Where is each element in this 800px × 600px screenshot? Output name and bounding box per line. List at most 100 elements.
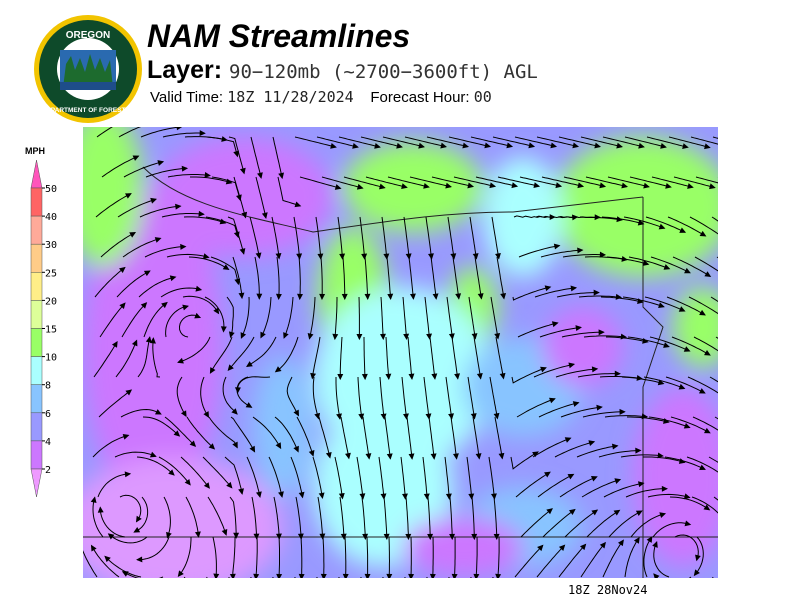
streamline-arrowhead [396,142,403,149]
streamline [514,136,557,147]
streamline-arrowhead [577,182,585,189]
streamline [178,314,201,338]
streamline [578,295,621,298]
streamline [475,536,478,578]
streamline [598,450,641,458]
streamline [222,376,238,415]
streamline [236,376,271,393]
streamline-arrowhead [403,333,410,340]
legend-top-arrow [30,159,43,189]
streamline [116,270,150,298]
streamline-arrowhead [365,453,372,460]
streamline [645,216,686,233]
streamline [339,336,343,380]
layer-value: 90−120mb (~2700−3600ft) AGL [229,61,538,83]
streamline-arrowhead [657,379,665,386]
streamline [232,537,236,578]
streamline [160,287,202,298]
streamline [539,326,581,338]
streamline [511,367,546,384]
streamline [134,496,149,533]
streamline [518,245,560,258]
streamline-arrowhead [646,536,653,543]
streamline-arrowhead [234,278,241,286]
streamline [104,556,142,578]
streamline [337,216,343,259]
streamline-arrowhead [356,333,363,341]
streamline [92,434,129,458]
streamline [429,336,436,379]
streamline [246,456,261,498]
streamline [161,213,204,218]
streamline [564,509,598,538]
streamline-arrowhead [379,183,386,190]
streamline [338,136,380,148]
streamline [473,336,482,379]
streamline-arrowhead [657,452,664,459]
streamline [381,216,388,259]
streamline [83,550,98,578]
streamline [136,456,175,476]
streamline-arrowhead [660,143,667,149]
streamline [274,416,299,452]
streamline-arrowhead [577,247,584,254]
streamline-arrowhead [511,182,519,189]
streamline [629,176,671,188]
streamline-arrowhead [572,401,580,407]
streamline-arrowhead [380,493,387,500]
streamline [561,331,604,338]
streamline-arrowhead [226,481,233,489]
streamline-arrowhead [209,367,216,374]
streamline-arrowhead [408,373,415,380]
streamline [268,456,283,497]
streamline-arrowhead [310,372,317,380]
streamline [402,296,408,339]
streamline [164,416,196,447]
streamline-arrowhead [506,142,514,149]
legend-label: 4 [45,437,51,448]
legend-unit: MPH [25,146,45,156]
streamline-arrowhead [387,293,394,300]
streamline-arrowhead [546,508,553,515]
streamline [383,496,388,539]
legend-label: 10 [45,353,57,364]
streamline-arrowhead [454,373,461,380]
streamline [650,256,691,274]
streamline [453,176,496,187]
streamline-arrowhead [383,253,390,260]
streamline-arrowhead [220,326,227,333]
streamline-arrowhead [234,387,241,394]
streamline-arrowhead [537,544,544,552]
streamline [99,507,126,538]
legend-label: 6 [45,409,51,420]
streamline-arrowhead [232,441,238,449]
streamline-arrowhead [704,427,711,434]
streamline-arrowhead [253,533,260,540]
streamline [451,336,459,379]
streamline [471,496,475,539]
streamline [137,536,170,561]
streamline [356,456,364,499]
map-timestamp: 18Z 28Nov24 [568,583,648,597]
wind-speed-legend: MPH 50 40 30 25 20 15 10 8 6 4 2 [25,146,57,498]
streamline-arrowhead [405,253,412,260]
streamline [488,456,495,499]
streamline-arrowhead [453,453,459,460]
streamline-arrowhead [283,332,289,339]
streamline-arrowhead [358,413,365,420]
streamline-arrowhead [233,532,240,539]
streamline [230,416,255,452]
streamline-arrowhead [489,182,497,189]
legend-label: 30 [45,240,57,251]
streamline [344,536,347,578]
streamline [517,322,558,338]
streamline [469,216,477,259]
streamline-arrowhead [182,304,190,311]
streamline-arrowhead [593,289,600,296]
streamline-arrowhead [682,143,689,149]
streamline [602,540,624,578]
streamline [667,216,706,237]
streamline [212,536,217,578]
streamline [604,415,647,418]
streamline [490,296,499,339]
